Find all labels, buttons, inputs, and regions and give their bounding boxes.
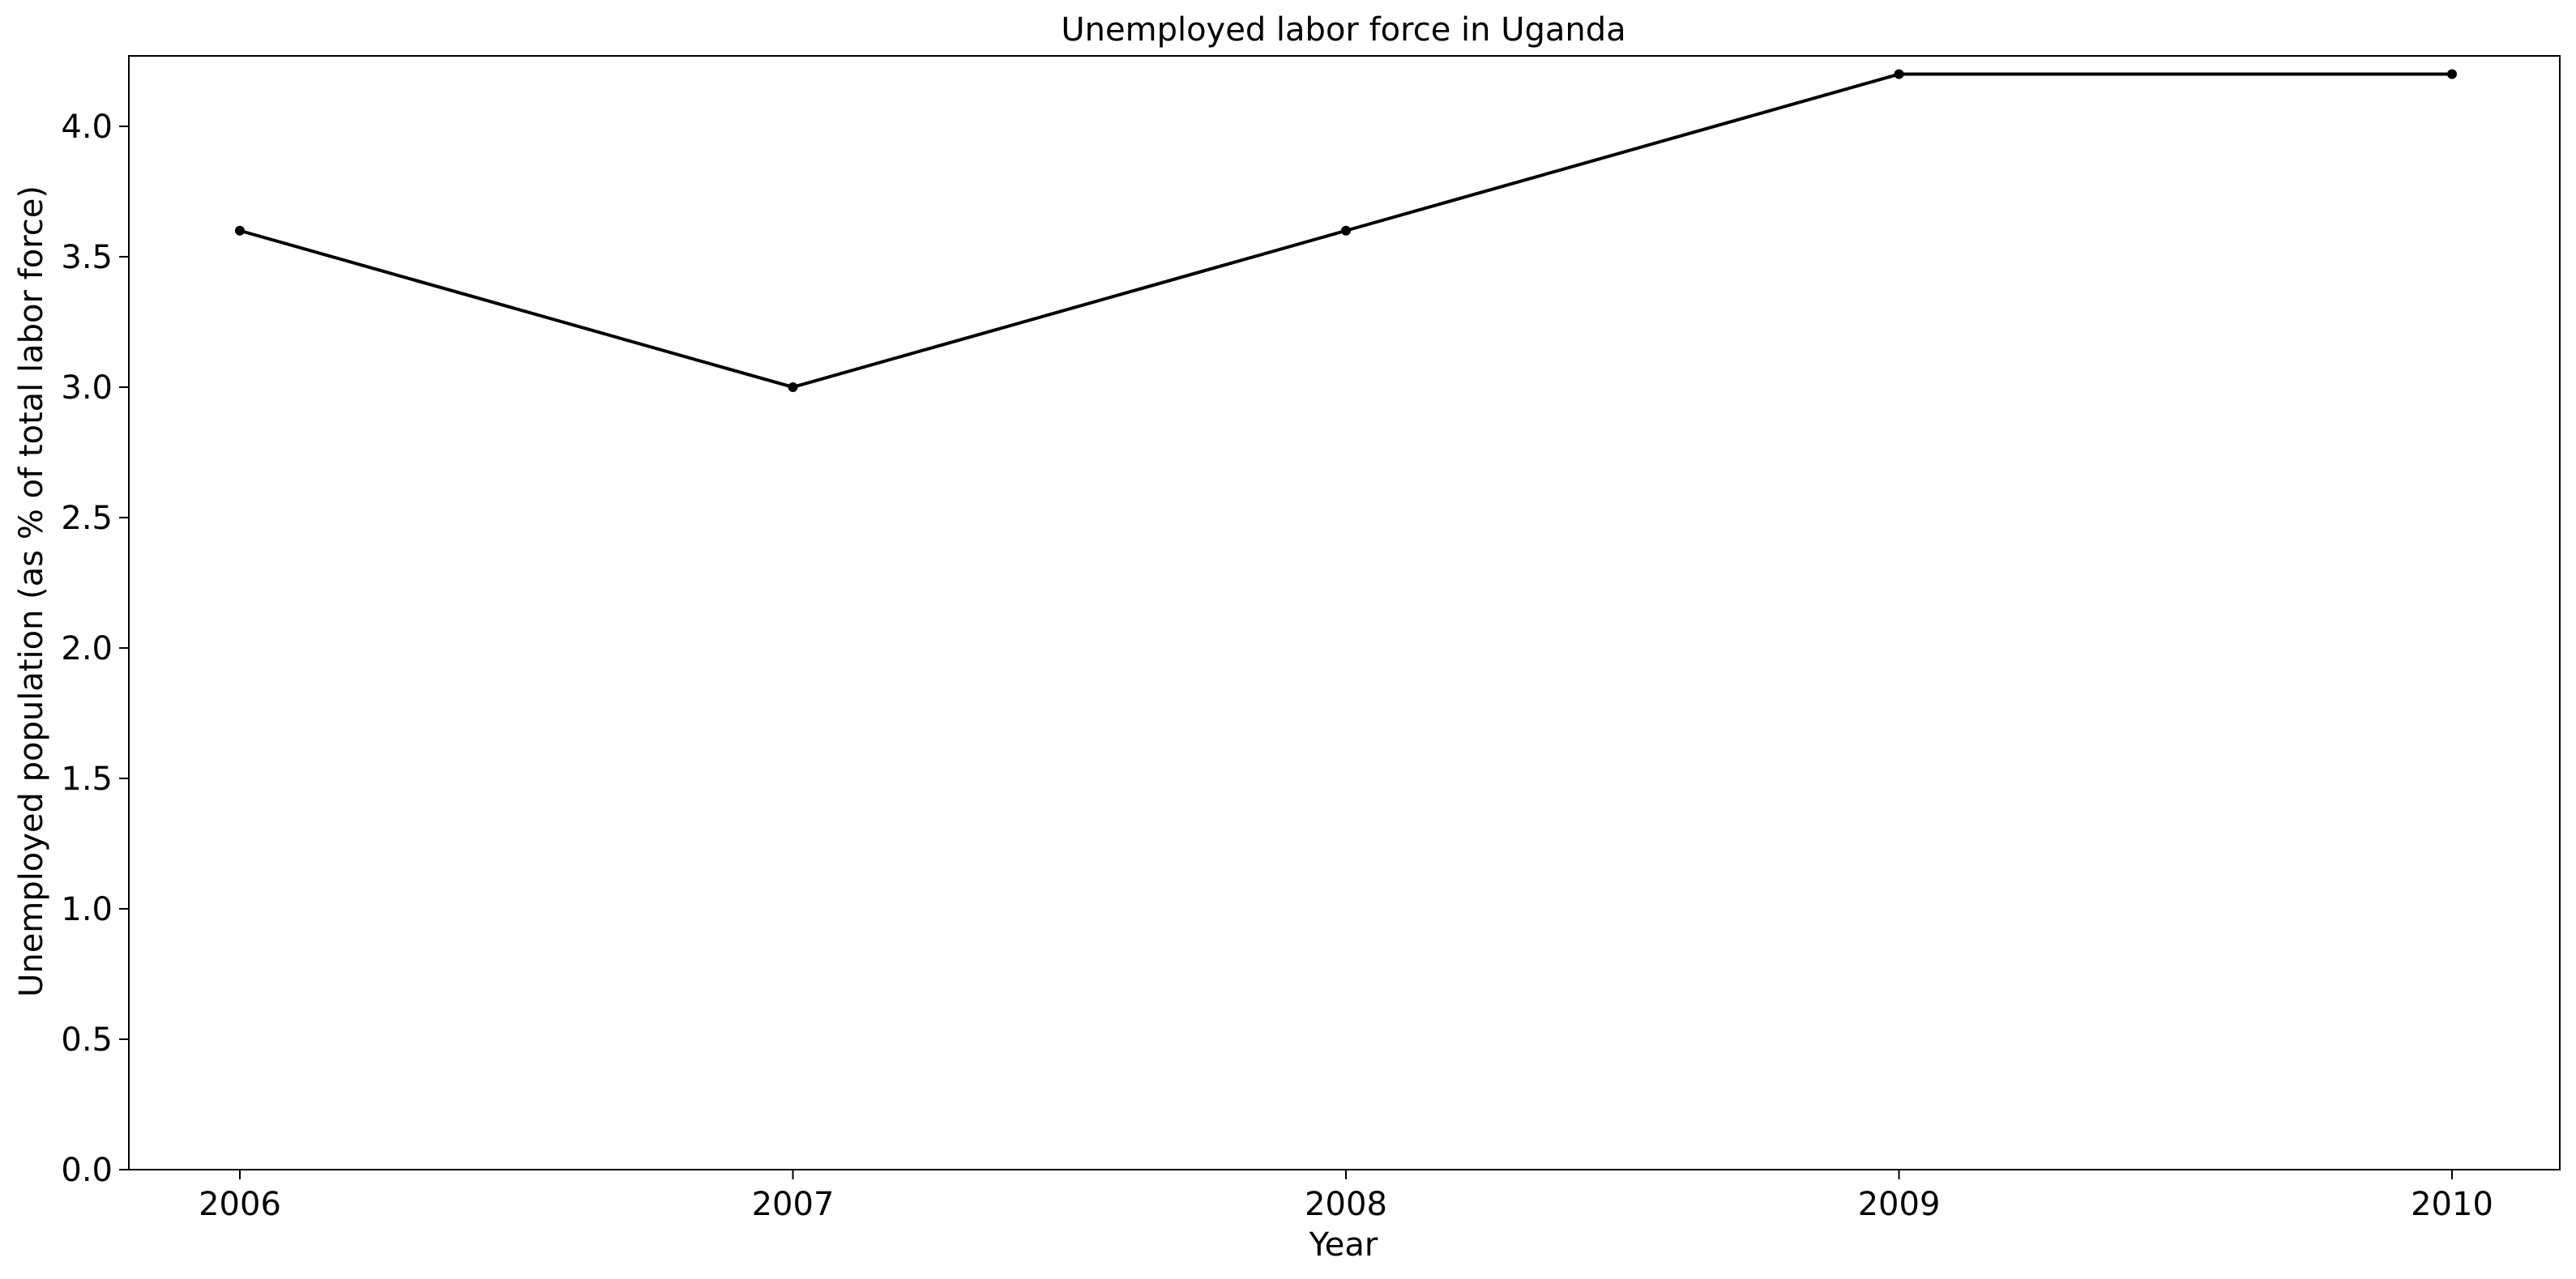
y-axis-label: Unemployed population (as % of total lab…	[13, 185, 50, 997]
y-tick-label-4: 2.0	[61, 630, 113, 667]
y-tick-label-2: 1.0	[61, 891, 113, 928]
plot-frame	[128, 55, 2561, 1170]
y-tick-label-3: 1.5	[61, 761, 113, 798]
x-axis-label: Year	[1309, 1226, 1378, 1264]
y-tick-label-8: 4.0	[61, 109, 113, 146]
x-tick-label-1: 2007	[752, 1186, 835, 1223]
y-tick-label-7: 3.5	[61, 239, 113, 276]
data-point-2007	[788, 382, 798, 392]
x-tick-label-2: 2008	[1305, 1186, 1387, 1223]
chart-title: Unemployed labor force in Uganda	[1061, 11, 1625, 49]
x-tick-label-4: 2010	[2411, 1186, 2493, 1223]
y-tick-label-5: 2.5	[61, 500, 113, 537]
y-tick-label-1: 0.5	[61, 1021, 113, 1059]
data-point-2009	[1894, 69, 1904, 79]
data-point-2008	[1341, 225, 1351, 236]
y-tick-label-0: 0.0	[61, 1152, 113, 1189]
x-tick-label-3: 2009	[1858, 1186, 1941, 1223]
plot-area: 0.0 0.5 1.0 1.5 2.0 2.5 3.0 3.5 4.0 2006 2007 2008 2…	[61, 55, 2561, 1223]
y-tick-label-6: 3.0	[61, 369, 113, 407]
data-point-2010	[2447, 69, 2457, 79]
x-tick-label-0: 2006	[199, 1186, 281, 1223]
data-point-2006	[235, 225, 245, 236]
